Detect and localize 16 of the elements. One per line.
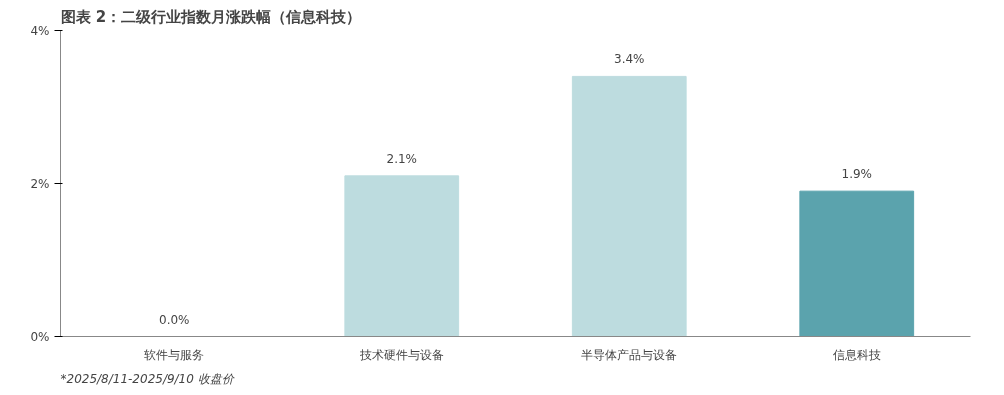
x-tick-label: 技术硬件与设备 [358, 347, 444, 362]
bar [799, 190, 915, 337]
data-label: 3.4% [614, 52, 645, 67]
bar [344, 175, 460, 337]
y-tick-label: 0% [30, 329, 50, 344]
x-tick-label: 软件与服务 [144, 347, 205, 362]
chart-title: 图表 2：二级行业指数月涨跌幅（信息科技） [60, 7, 362, 26]
x-tick-label: 半导体产品与设备 [581, 347, 678, 362]
y-tick-label: 2% [30, 176, 50, 191]
text: *2025/8/11-2025/9/10 收盘价 [60, 371, 235, 386]
data-label: 0.0% [159, 312, 190, 327]
y-tick-label: 4% [30, 23, 50, 38]
data-label: 2.1% [386, 151, 418, 166]
data-label: 1.9% [841, 167, 873, 182]
x-tick-label: 信息科技 [832, 347, 881, 362]
bar [571, 75, 687, 337]
